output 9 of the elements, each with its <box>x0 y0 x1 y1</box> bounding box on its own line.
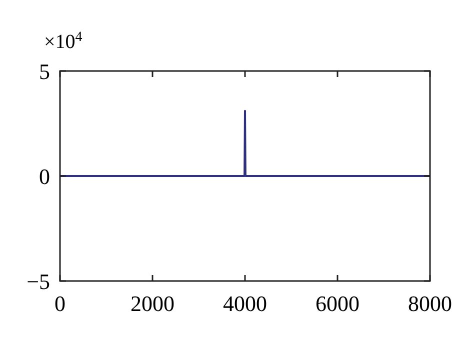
x-tick-label: 4000 <box>223 291 267 316</box>
x-tick-label: 2000 <box>130 291 174 316</box>
x-tick-label: 6000 <box>316 291 360 316</box>
y-tick-label: 0 <box>39 164 50 189</box>
x-tick-label: 0 <box>54 291 66 316</box>
y-tick-label: −5 <box>26 269 50 294</box>
x-tick-label: 8000 <box>408 291 452 316</box>
text: ×10$^{4}$ <box>44 30 82 53</box>
y-tick-label: 5 <box>39 59 50 84</box>
